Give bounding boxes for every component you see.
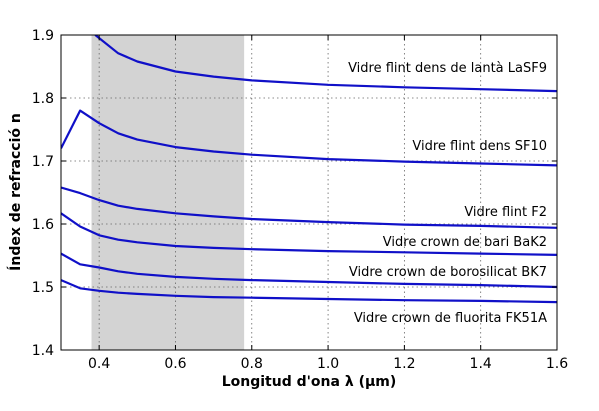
y-axis-title: Índex de refracció n: [7, 113, 24, 271]
y-tick-label: 1.7: [32, 154, 54, 170]
grid-lines: [61, 35, 557, 350]
y-tick-label: 1.5: [32, 280, 54, 296]
series-label: Vidre flint dens de lantà LaSF9: [348, 61, 547, 76]
y-tick-label: 1.9: [32, 28, 54, 44]
series-label: Vidre crown de bari BaK2: [383, 235, 547, 250]
axis-ticks: 0.4 0.6 0.8 1.0 1.2 1.4 1.6 1.4 1.5 1.6 1.7 1.8 1.9: [32, 28, 568, 372]
series-line: [61, 212, 557, 256]
y-tick-label: 1.4: [32, 343, 54, 359]
x-tick-label: 0.8: [241, 356, 263, 372]
x-tick-label: 1.4: [470, 356, 492, 372]
x-tick-label: 1.2: [393, 356, 415, 372]
x-axis-title: Longitud d'ona λ (µm): [222, 374, 397, 390]
x-tick-label: 0.6: [164, 356, 186, 372]
series-label: Vidre crown de fluorita FK51A: [354, 311, 547, 326]
y-tick-label: 1.8: [32, 91, 54, 107]
x-tick-label: 1.6: [546, 356, 568, 372]
series-line: [94, 35, 557, 93]
series-labels: Vidre flint dens de lantà LaSF9 Vidre fli…: [348, 61, 547, 326]
plot-frame: [60, 34, 558, 351]
series-line: [61, 252, 557, 289]
series-line: [61, 279, 557, 304]
x-tick-label: 0.4: [88, 356, 110, 372]
visible-spectrum-band: [91, 35, 245, 350]
series-label: Vidre flint F2: [464, 205, 547, 220]
series-line: [61, 186, 557, 229]
series-label: Vidre flint dens SF10: [412, 139, 547, 154]
series-label: Vidre crown de borosilicat BK7: [349, 265, 547, 280]
y-tick-label: 1.6: [32, 217, 54, 233]
series-lines: [61, 35, 557, 304]
x-tick-label: 1.0: [317, 356, 339, 372]
series-line: [61, 109, 557, 167]
